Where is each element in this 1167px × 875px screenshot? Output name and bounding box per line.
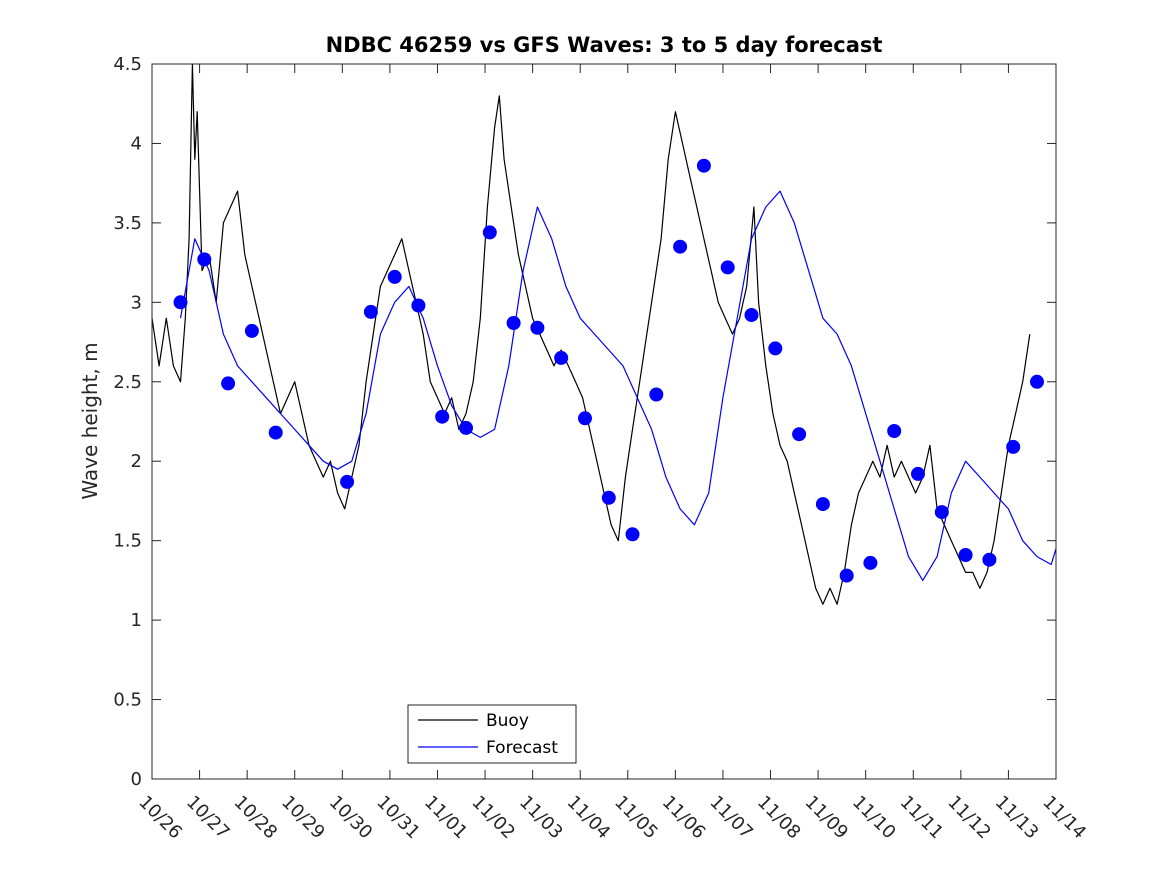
forecast-point: [387, 269, 402, 284]
forecast-point: [863, 555, 878, 570]
forecast-point: [673, 239, 688, 254]
y-tick-label: 4: [131, 133, 142, 154]
forecast-point: [887, 424, 902, 438]
y-tick-label: 1.5: [113, 531, 142, 552]
forecast-point: [911, 466, 925, 481]
y-tick-label: 3: [131, 292, 142, 313]
forecast-series-line: [179, 190, 1057, 582]
axes-box: [151, 63, 1057, 780]
y-axis-label: Wave height, m: [78, 342, 102, 499]
chart-title: NDBC 46259 vs GFS Waves: 3 to 5 day fore…: [326, 33, 883, 57]
legend-forecast-label: Forecast: [486, 738, 558, 758]
forecast-point: [530, 320, 545, 335]
forecast-point: [982, 552, 997, 567]
legend-buoy-label: Buoy: [486, 711, 529, 731]
y-tick-label: 0.5: [113, 690, 142, 711]
forecast-point: [601, 490, 616, 505]
forecast-point: [744, 308, 759, 322]
forecast-point: [244, 323, 259, 338]
y-tick-label: 3.5: [113, 213, 142, 234]
forecast-point: [459, 420, 473, 435]
forecast-point: [340, 474, 355, 489]
forecast-point: [1006, 439, 1021, 454]
legend-box: [407, 704, 577, 764]
legend: Buoy Forecast: [407, 704, 577, 764]
forecast-point: [435, 409, 450, 424]
y-tick-label: 2.5: [113, 372, 142, 393]
axes-background: [152, 64, 1056, 779]
forecast-point: [221, 376, 236, 391]
forecast-point: [578, 411, 592, 426]
y-tick-label: 1: [131, 610, 142, 631]
forecast-point: [768, 341, 783, 356]
forecast-point: [197, 252, 212, 267]
forecast-point: [482, 225, 497, 240]
forecast-point: [934, 505, 949, 520]
forecast-point: [268, 425, 283, 440]
forecast-point: [625, 527, 640, 542]
forecast-point: [649, 387, 664, 402]
forecast-point: [554, 350, 569, 365]
forecast-point: [839, 568, 854, 583]
y-tick-label: 0: [131, 769, 142, 790]
forecast-point: [506, 316, 521, 330]
forecast-point: [792, 427, 807, 442]
forecast-point: [815, 497, 830, 512]
plot-area: [151, 63, 1057, 605]
forecast-point: [173, 295, 188, 310]
forecast-point: [411, 298, 426, 313]
forecast-point: [1030, 374, 1044, 389]
y-tick-label: 4.5: [113, 54, 142, 75]
y-tick-label: 2: [131, 451, 142, 472]
forecast-point: [958, 548, 973, 562]
forecast-point: [696, 158, 711, 173]
forecast-point: [720, 260, 735, 275]
buoy-series-line: [151, 63, 1031, 605]
forecast-point: [363, 304, 378, 319]
